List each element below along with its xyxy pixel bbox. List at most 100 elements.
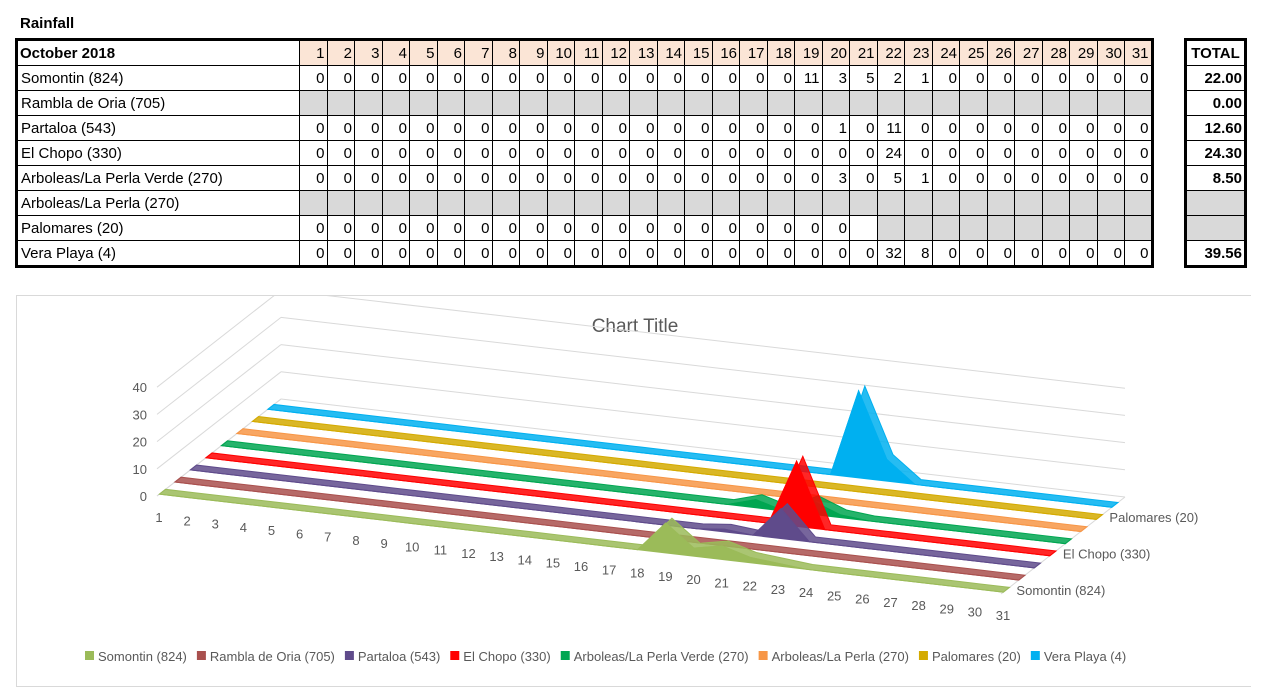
rain-cell: 0 — [711, 140, 740, 166]
header-row: October 2018 1 2 3 4 5 6 7 8 9 10 11 12 13 14 15 16 17 18 1… — [16, 39, 1153, 66]
rain-cell — [986, 90, 1015, 116]
rain-cell — [876, 90, 905, 116]
rain-cell: 0 — [794, 165, 823, 191]
rain-cell: 0 — [684, 140, 713, 166]
rain-cell — [1014, 90, 1043, 116]
series-ribbon — [220, 440, 1073, 545]
rain-cell — [931, 90, 960, 116]
rain-cell — [821, 90, 850, 116]
x-tick-label: 18 — [630, 566, 644, 581]
rain-cell: 3 — [821, 165, 850, 191]
rain-cell: 0 — [491, 240, 520, 267]
rain-cell: 0 — [1096, 115, 1125, 141]
rainfall-table: October 2018 1 2 3 4 5 6 7 8 9 10 11 12 13 14 15 16 17 18 1… — [15, 38, 1154, 268]
day-header: 22 — [876, 39, 905, 66]
rain-cell: 0 — [959, 140, 988, 166]
rain-cell: 0 — [464, 65, 493, 91]
rain-cell: 5 — [849, 65, 878, 91]
rain-cell: 0 — [299, 115, 328, 141]
rain-cell: 0 — [739, 215, 768, 241]
rain-cell: 0 — [1069, 140, 1098, 166]
rain-cell — [299, 90, 328, 116]
rain-cell: 0 — [491, 165, 520, 191]
day-header: 12 — [601, 39, 630, 66]
rain-cell: 3 — [821, 65, 850, 91]
rain-cell: 0 — [354, 240, 383, 267]
day-header: 6 — [436, 39, 465, 66]
rain-cell: 0 — [629, 65, 658, 91]
gridline — [280, 289, 1126, 389]
rain-cell: 0 — [684, 115, 713, 141]
rain-cell: 0 — [739, 240, 768, 267]
rain-cell — [849, 190, 878, 216]
rain-cell — [464, 90, 493, 116]
y-tick-label: 20 — [133, 435, 147, 450]
x-axis: 1 2 3 4 5 6 7 8 9 10 11 12 13 14 15 16 17 18 19 20 21 22 23 24 2… — [155, 510, 1010, 623]
rain-cell: 8 — [904, 240, 933, 267]
rain-cell: 0 — [986, 115, 1015, 141]
rain-cell: 0 — [546, 140, 575, 166]
total-cell — [1185, 215, 1246, 241]
rain-cell: 0 — [794, 115, 823, 141]
table-row: El Chopo (330) 0 0 0 0 0 0 0 0 0 0 0 0 0 0 0 0 0 0 0 0 0 24 0 0 0… — [16, 140, 1153, 166]
rain-cell: 0 — [519, 240, 548, 267]
rain-cell: 0 — [546, 215, 575, 241]
station-name: Palomares (20) — [16, 215, 300, 241]
rain-cell — [794, 90, 823, 116]
rain-cell — [491, 90, 520, 116]
rain-cell: 0 — [931, 115, 960, 141]
depth-label: Somontin (824) — [1016, 583, 1105, 598]
x-tick-label: 15 — [546, 556, 560, 571]
total-row — [1185, 190, 1246, 216]
rain-cell — [519, 190, 548, 216]
rain-cell: 0 — [354, 165, 383, 191]
rain-cell: 0 — [1069, 240, 1098, 267]
legend-swatch — [1030, 651, 1040, 660]
rain-cell: 0 — [601, 215, 630, 241]
day-header: 1 — [299, 39, 328, 66]
month-header: October 2018 — [16, 39, 300, 66]
rain-cell: 0 — [656, 65, 685, 91]
side-gridline — [156, 317, 282, 415]
total-row: 39.56 — [1185, 240, 1246, 267]
rain-cell: 0 — [409, 65, 438, 91]
rain-cell: 0 — [1124, 165, 1153, 191]
rain-cell — [656, 190, 685, 216]
rain-cell: 0 — [381, 115, 410, 141]
rain-cell: 0 — [1096, 140, 1125, 166]
legend-entry: Arboleas/La Perla (270) — [772, 649, 909, 664]
rain-cell — [986, 190, 1015, 216]
legend-swatch — [85, 651, 94, 660]
day-header: 25 — [959, 39, 988, 66]
legend-entry: Arboleas/La Perla Verde (270) — [574, 649, 749, 664]
rain-cell: 0 — [711, 240, 740, 267]
rain-cell — [326, 90, 355, 116]
rain-cell: 0 — [409, 115, 438, 141]
day-header: 21 — [849, 39, 878, 66]
rain-cell: 0 — [849, 240, 878, 267]
rain-cell: 0 — [656, 115, 685, 141]
series-area — [190, 469, 1035, 569]
legend-swatch — [758, 651, 768, 660]
gridline — [280, 371, 1126, 471]
station-name: El Chopo (330) — [16, 140, 300, 166]
rain-cell — [1041, 215, 1070, 241]
rain-cell — [904, 215, 933, 241]
rain-cell: 0 — [519, 165, 548, 191]
rain-cell: 0 — [1124, 140, 1153, 166]
x-tick-label: 7 — [324, 530, 331, 545]
day-header: 24 — [931, 39, 960, 66]
rain-cell: 1 — [821, 115, 850, 141]
y-tick-label: 40 — [133, 380, 147, 395]
rain-cell: 5 — [876, 165, 905, 191]
rain-cell — [546, 90, 575, 116]
series-area — [174, 481, 1019, 581]
day-header: 8 — [491, 39, 520, 66]
rain-cell: 0 — [739, 140, 768, 166]
rain-cell — [629, 90, 658, 116]
rain-cell: 0 — [299, 165, 328, 191]
rain-cell: 0 — [326, 215, 355, 241]
rain-cell: 11 — [794, 65, 823, 91]
x-tick-label: 9 — [380, 536, 387, 551]
rain-cell: 0 — [821, 215, 850, 241]
